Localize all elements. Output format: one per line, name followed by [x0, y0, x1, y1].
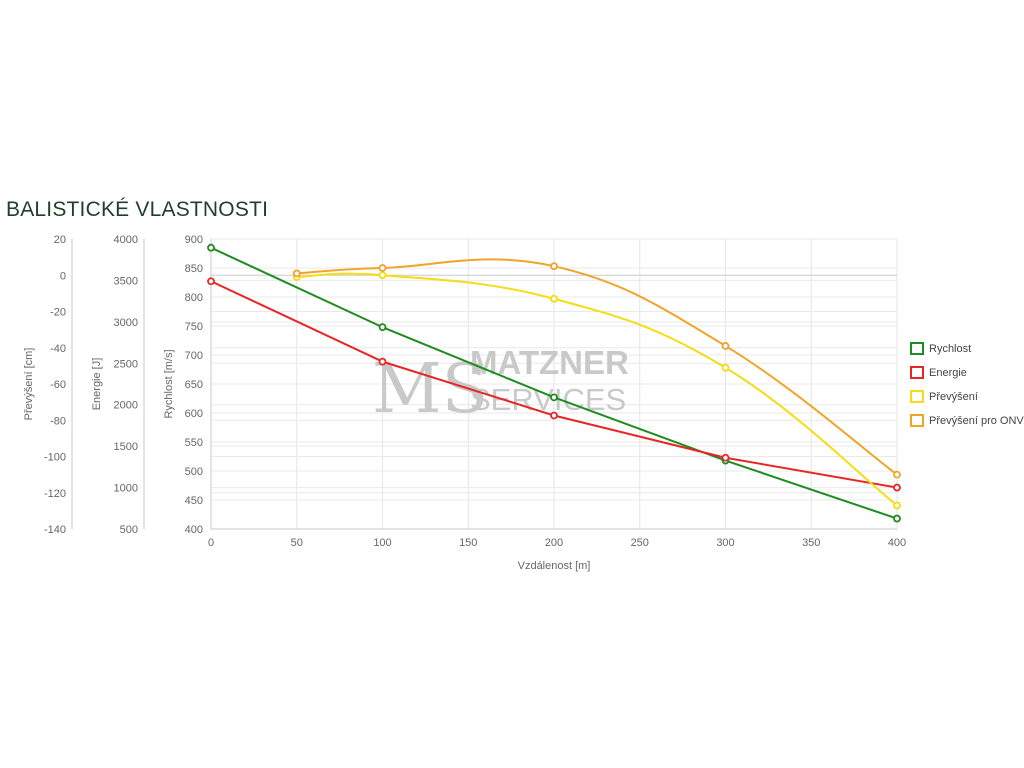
- data-point[interactable]: [378, 323, 387, 332]
- legend-item[interactable]: Převýšení: [910, 390, 978, 403]
- data-point[interactable]: [721, 453, 730, 462]
- y-tick-label-energy: 3500: [114, 275, 138, 287]
- y-axis-title-drop: Převýšení [cm]: [23, 348, 35, 421]
- legend-item[interactable]: Energie: [910, 366, 967, 379]
- data-point[interactable]: [893, 501, 901, 510]
- x-tick-label: 150: [459, 537, 477, 549]
- legend-label: Převýšení pro ONV: [929, 415, 1024, 427]
- legend-swatch: [910, 342, 924, 355]
- data-point[interactable]: [893, 483, 901, 492]
- y-tick-label-energy: 3000: [114, 317, 138, 329]
- x-tick-label: 100: [373, 537, 391, 549]
- y-tick-label-drop: -60: [50, 379, 66, 391]
- x-tick-label: 0: [208, 537, 214, 549]
- y-tick-label-drop: 20: [54, 234, 66, 246]
- series-line: [296, 272, 898, 507]
- x-tick-label: 50: [291, 537, 303, 549]
- y-tick-label-drop: -100: [44, 452, 66, 464]
- watermark-logo: MS MATZNER SERVICES: [372, 344, 629, 429]
- x-tick-label: 200: [545, 537, 563, 549]
- y-tick-label-energy: 500: [120, 524, 138, 536]
- x-axis-title: Vzdálenost [m]: [518, 560, 591, 572]
- y-axis-title-energy: Energie [J]: [91, 358, 103, 411]
- legend-swatch: [910, 366, 924, 379]
- y-tick-label-velocity: 800: [185, 292, 203, 304]
- y-tick-label-velocity: 900: [185, 234, 203, 246]
- y-tick-label-velocity: 450: [185, 495, 203, 507]
- x-tick-label: 350: [802, 537, 820, 549]
- page-title: BALISTICKÉ VLASTNOSTI: [6, 198, 269, 221]
- y-tick-label-velocity: 700: [185, 350, 203, 362]
- x-tick-label: 250: [631, 537, 649, 549]
- series-3: [292, 258, 901, 479]
- data-point[interactable]: [721, 342, 730, 350]
- y-tick-label-velocity: 550: [185, 437, 203, 449]
- series-line: [296, 258, 898, 476]
- y-tick-label-velocity: 500: [185, 466, 203, 478]
- data-point[interactable]: [378, 357, 387, 366]
- y-tick-label-energy: 2000: [114, 400, 138, 412]
- legend-label: Převýšení: [929, 391, 978, 403]
- y-tick-label-velocity: 850: [185, 263, 203, 275]
- y-tick-label-drop: -120: [44, 488, 66, 500]
- legend-label: Rychlost: [929, 343, 971, 355]
- y-tick-label-drop: -40: [50, 343, 66, 355]
- legend-item[interactable]: Rychlost: [910, 342, 971, 355]
- y-tick-label-velocity: 650: [185, 379, 203, 391]
- y-tick-label-energy: 2500: [114, 358, 138, 370]
- y-tick-label-velocity: 750: [185, 321, 203, 333]
- x-tick-label: 400: [888, 537, 906, 549]
- series-1: [207, 277, 901, 492]
- y-tick-label-velocity: 400: [185, 524, 203, 536]
- legend-item[interactable]: Převýšení pro ONV: [910, 414, 1024, 427]
- y-tick-label-drop: -20: [50, 307, 66, 319]
- data-point[interactable]: [550, 262, 558, 271]
- watermark-line1: MATZNER: [470, 344, 629, 381]
- legend: Rychlost Energie Převýšení Převýšení pro ON…: [910, 342, 1024, 427]
- y-tick-label-velocity: 600: [185, 408, 203, 420]
- data-point[interactable]: [550, 411, 558, 420]
- y-tick-label-drop: 0: [60, 270, 66, 282]
- legend-swatch: [910, 414, 924, 427]
- y-tick-label-drop: -140: [44, 524, 66, 536]
- series-layer: [207, 243, 901, 523]
- y-tick-label-drop: -80: [50, 415, 66, 427]
- y-tick-label-energy: 4000: [114, 234, 138, 246]
- x-tick-label: 300: [716, 537, 734, 549]
- y-tick-label-energy: 1000: [114, 483, 138, 495]
- legend-label: Energie: [929, 367, 967, 379]
- y-tick-label-energy: 1500: [114, 441, 138, 453]
- data-point[interactable]: [721, 363, 730, 372]
- data-point[interactable]: [893, 470, 901, 479]
- data-point[interactable]: [292, 269, 301, 278]
- data-point[interactable]: [207, 277, 215, 286]
- legend-swatch: [910, 390, 924, 403]
- data-point[interactable]: [207, 243, 215, 252]
- watermark-line2: SERVICES: [470, 382, 626, 417]
- data-point[interactable]: [550, 393, 558, 402]
- y-axis-title-velocity: Rychlost [m/s]: [163, 349, 175, 418]
- data-point[interactable]: [550, 294, 558, 303]
- data-point[interactable]: [378, 271, 387, 280]
- data-point[interactable]: [378, 264, 387, 272]
- data-point[interactable]: [893, 514, 901, 523]
